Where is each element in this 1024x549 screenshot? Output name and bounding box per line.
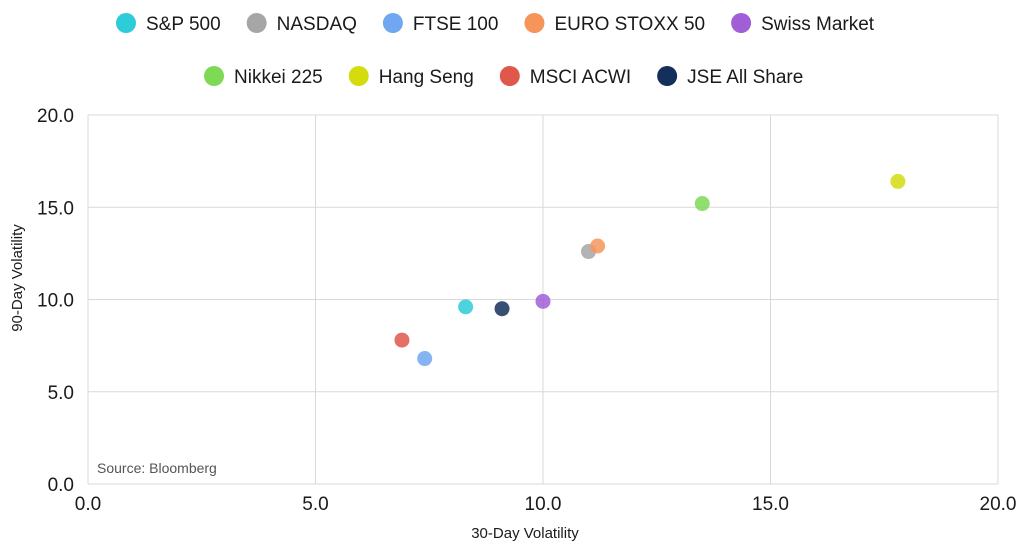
legend-label: Nikkei 225 [234, 67, 323, 88]
data-points [394, 173, 906, 367]
x-tick-label: 5.0 [302, 494, 328, 515]
data-point-8 [394, 332, 410, 348]
data-point-9 [494, 301, 510, 317]
legend-marker [499, 66, 520, 86]
data-point-1 [458, 299, 474, 315]
x-tick-label: 20.0 [980, 494, 1017, 515]
x-axis-title: 30-Day Volatility [471, 525, 579, 542]
legend-label: Swiss Market [761, 14, 875, 35]
data-point-6 [694, 196, 710, 212]
legend-marker [116, 13, 136, 33]
y-tick-label: 20.0 [37, 106, 74, 127]
x-tick-label: 10.0 [525, 494, 562, 515]
legend-label: FTSE 100 [413, 14, 499, 35]
data-point-7 [890, 173, 906, 189]
legend-label: S&P 500 [146, 14, 221, 35]
y-tick-label: 10.0 [37, 291, 74, 312]
legend-label: MSCI ACWI [530, 67, 631, 88]
x-tick-label: 15.0 [752, 494, 789, 515]
legend-marker [382, 13, 403, 33]
x-axis-ticks: 0.0 5.0 10.0 15.0 20.0 [75, 494, 1017, 515]
gridlines [87, 114, 999, 485]
legend-marker [657, 66, 678, 86]
y-tick-label: 0.0 [48, 475, 74, 496]
y-axis-title: 90-Day Volatility [9, 224, 26, 332]
legend-marker [524, 13, 545, 33]
legend-label: JSE All Share [687, 67, 803, 88]
data-point-3 [417, 351, 433, 367]
y-tick-label: 15.0 [37, 198, 74, 219]
legend: S&P 500 NASDAQ FTSE 100 EURO STOXX 50 Swiss … [116, 13, 875, 88]
legend-marker [246, 13, 267, 33]
data-point-5 [535, 293, 551, 309]
legend-label: Hang Seng [379, 67, 474, 88]
y-axis-ticks: 0.0 5.0 10.0 15.0 20.0 [37, 106, 74, 496]
legend-marker [204, 66, 224, 86]
legend-label: NASDAQ [277, 14, 357, 35]
legend-marker [731, 13, 752, 33]
source-note: Source: Bloomberg [97, 460, 217, 476]
legend-marker [348, 66, 369, 86]
legend-label: EURO STOXX 50 [554, 14, 705, 35]
y-tick-label: 5.0 [48, 383, 74, 404]
x-tick-label: 0.0 [75, 494, 101, 515]
data-point-4 [590, 238, 606, 254]
